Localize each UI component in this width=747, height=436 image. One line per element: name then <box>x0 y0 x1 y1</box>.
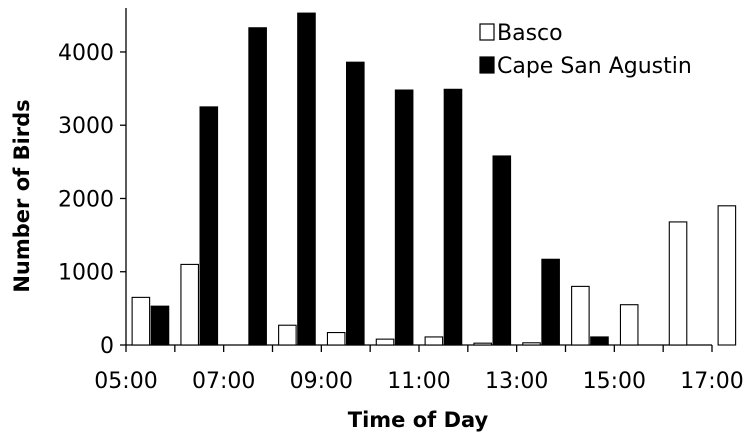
bar-basco <box>278 324 297 346</box>
legend-swatch-cape-san-agustin <box>479 56 495 74</box>
bar-cape-san-agustin <box>248 27 267 346</box>
bar-basco <box>375 338 395 346</box>
x-tick-label: 07:00 <box>192 369 255 394</box>
bar-basco <box>619 304 639 346</box>
y-tick-label: 2000 <box>58 187 114 212</box>
x-tick-label: 05:00 <box>94 369 157 394</box>
legend: Basco Cape San Agustin <box>479 21 692 79</box>
bars <box>131 12 737 346</box>
y-axis-title: Number of Birds <box>10 99 34 292</box>
bar-basco <box>668 221 688 346</box>
bar-cape-san-agustin <box>297 12 316 346</box>
legend-label-cape-san-agustin: Cape San Agustin <box>497 54 692 79</box>
x-axis-title: Time of Day <box>348 408 489 432</box>
x-tick-label: 09:00 <box>290 369 353 394</box>
bar-basco <box>571 285 590 346</box>
legend-swatch-basco <box>479 23 495 41</box>
bar-basco <box>473 342 493 346</box>
x-tick-label: 11:00 <box>387 369 450 394</box>
y-tick-label: 4000 <box>58 41 114 66</box>
bar-basco <box>131 296 151 346</box>
bar-cape-san-agustin <box>199 106 219 346</box>
x-tick-label: 13:00 <box>485 369 548 394</box>
bar-basco <box>717 205 737 346</box>
bar-basco <box>522 342 541 346</box>
y-axis: 0 1000 2000 3000 4000 <box>58 8 127 359</box>
bar-cape-san-agustin <box>590 336 609 346</box>
y-tick-label: 0 <box>100 334 114 359</box>
bar-cape-san-agustin <box>150 305 170 346</box>
bar-cape-san-agustin <box>394 89 414 346</box>
y-tick-label: 3000 <box>58 114 114 139</box>
bar-basco <box>326 331 346 346</box>
legend-label-basco: Basco <box>497 21 563 46</box>
x-axis: 05:00 07:00 09:00 11:00 13:00 15:00 17:00 <box>94 344 744 394</box>
bar-basco <box>180 263 199 346</box>
bar-cape-san-agustin <box>492 155 512 346</box>
x-tick-label: 17:00 <box>680 369 743 394</box>
bar-basco <box>424 336 444 346</box>
bar-cape-san-agustin <box>541 258 560 346</box>
x-tick-label: 15:00 <box>583 369 646 394</box>
bar-cape-san-agustin <box>443 88 463 346</box>
y-tick-label: 1000 <box>58 261 114 286</box>
bar-cape-san-agustin <box>345 61 365 346</box>
